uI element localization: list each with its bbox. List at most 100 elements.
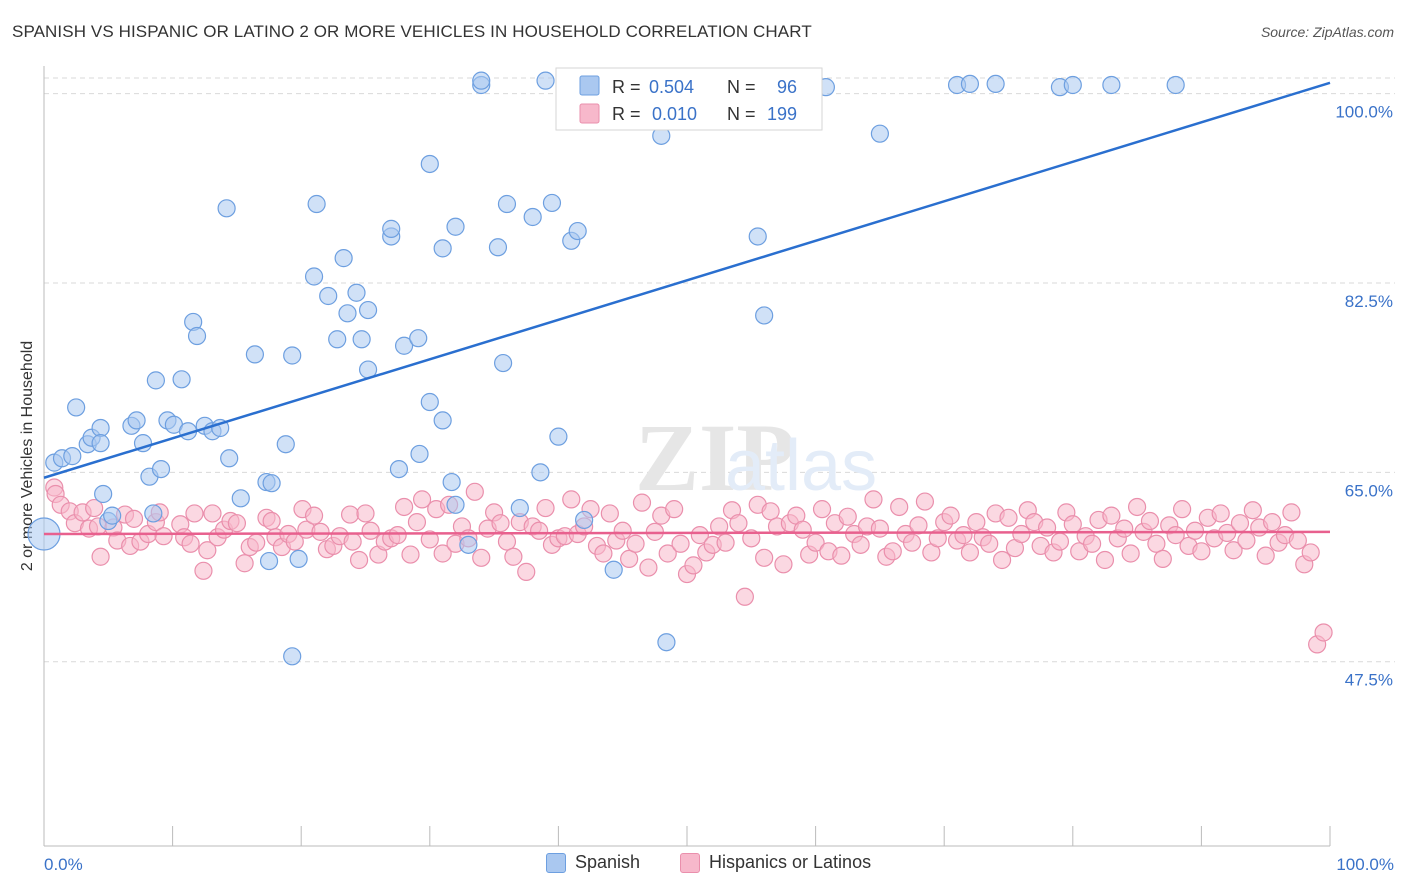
spanish-trend-line: [43, 81, 1331, 479]
spanish-point: [536, 71, 555, 90]
spanish-point: [409, 329, 428, 348]
hispanic-point: [1115, 519, 1134, 538]
hispanic-point: [1314, 623, 1333, 642]
spanish-point: [91, 418, 110, 438]
bottom-legend: Spanish Hispanics or Latinos: [0, 850, 1406, 878]
hispanic-point: [941, 506, 960, 525]
hispanic-point: [311, 522, 330, 541]
watermark-zip: ZIP: [635, 404, 795, 511]
spanish-point: [283, 346, 302, 365]
spanish-point: [127, 411, 146, 430]
bottom-legend-hispanic[interactable]: Hispanics or Latinos: [680, 852, 871, 873]
spanish-point: [328, 330, 347, 349]
spanish-point: [394, 336, 414, 355]
spanish-point: [657, 633, 676, 652]
spanish-point: [259, 551, 279, 571]
hispanic-point: [340, 505, 360, 524]
spanish-point: [276, 435, 295, 454]
hispanic-point: [658, 544, 677, 563]
hispanic-point: [1166, 526, 1185, 545]
legend-hispanic-r-label: R =: [612, 104, 641, 124]
spanish-series: [27, 71, 1185, 666]
spanish-point: [568, 221, 587, 241]
stats-legend-box: [555, 67, 823, 131]
stats-legend: R = 0.504 N = 96 R = 0.010 N = 199: [555, 67, 823, 131]
spanish-point: [575, 510, 594, 530]
hispanic-point: [1301, 543, 1320, 562]
hispanic-point: [517, 562, 536, 581]
spanish-point: [289, 549, 308, 569]
legend-swatch-hispanic: [579, 103, 600, 124]
hispanic-point: [632, 493, 652, 512]
bottom-legend-swatch-spanish: [546, 852, 566, 873]
hispanic-point: [1243, 501, 1262, 520]
spanish-point: [446, 495, 465, 514]
hispanic-point: [181, 534, 200, 553]
spanish-point: [103, 506, 122, 525]
hispanic-point: [594, 544, 613, 563]
spanish-point: [338, 304, 357, 323]
spanish-point: [523, 207, 542, 227]
spanish-point: [494, 353, 513, 373]
hispanic-point: [412, 490, 432, 509]
hispanic-point: [1140, 511, 1160, 531]
hispanic-point: [710, 517, 729, 536]
hispanic-point: [639, 558, 658, 577]
spanish-point: [283, 647, 302, 666]
spanish-point: [1063, 75, 1082, 95]
hispanic-point: [928, 529, 947, 548]
spanish-point: [442, 472, 461, 492]
spanish-point: [389, 459, 409, 479]
hispanic-point: [198, 541, 217, 560]
hispanic-point: [343, 532, 362, 551]
spanish-point: [262, 474, 281, 493]
hispanic-point: [227, 514, 246, 533]
hispanic-point: [361, 521, 380, 540]
hispanic-point: [684, 556, 703, 575]
hispanic-point: [620, 549, 639, 569]
hispanic-point: [349, 550, 369, 570]
hispanic-point: [1050, 532, 1070, 551]
hispanic-point: [1121, 544, 1140, 563]
spanish-point: [604, 560, 623, 579]
hispanic-point: [85, 498, 104, 518]
hispanic-point: [536, 498, 555, 518]
hispanic-point: [1185, 521, 1205, 540]
hispanic-point: [235, 554, 254, 573]
hispanic-point: [960, 543, 980, 562]
hispanic-point: [497, 532, 517, 551]
hispanic-point: [671, 534, 690, 553]
hispanic-point: [716, 533, 735, 552]
spanish-point: [488, 238, 508, 257]
spanish-point: [245, 345, 265, 364]
hispanic-point: [262, 511, 281, 531]
spanish-point: [433, 411, 452, 430]
hispanic-point: [902, 533, 922, 552]
hispanic-point: [388, 526, 407, 545]
spanish-point: [748, 227, 767, 246]
legend-spanish-r-label: R =: [612, 77, 641, 97]
hispanic-trend-line: [43, 530, 1331, 536]
hispanic-point: [472, 548, 491, 567]
hispanic-point: [1192, 542, 1211, 561]
hispanic-point: [832, 546, 851, 565]
bottom-legend-spanish[interactable]: Spanish: [546, 852, 640, 873]
y-tick-label-0: 100.0%: [1335, 103, 1393, 122]
spanish-point: [67, 398, 86, 417]
spanish-point: [1102, 75, 1121, 95]
spanish-point: [347, 283, 366, 302]
hispanic-point: [1153, 549, 1172, 569]
hispanic-point: [870, 519, 890, 538]
hispanic-point: [883, 542, 902, 561]
hispanic-point: [1102, 506, 1121, 525]
spanish-point: [986, 74, 1005, 94]
hispanic-point: [1237, 531, 1256, 550]
x-tick-label-max: 100.0%: [1336, 855, 1394, 874]
hispanic-point: [774, 555, 793, 574]
hispanic-point: [851, 535, 870, 554]
hispanic-point: [247, 533, 266, 552]
spanish-point: [220, 449, 239, 468]
bottom-legend-swatch-hispanic: [680, 852, 700, 873]
spanish-point: [172, 370, 191, 389]
spanish-point: [91, 434, 110, 453]
